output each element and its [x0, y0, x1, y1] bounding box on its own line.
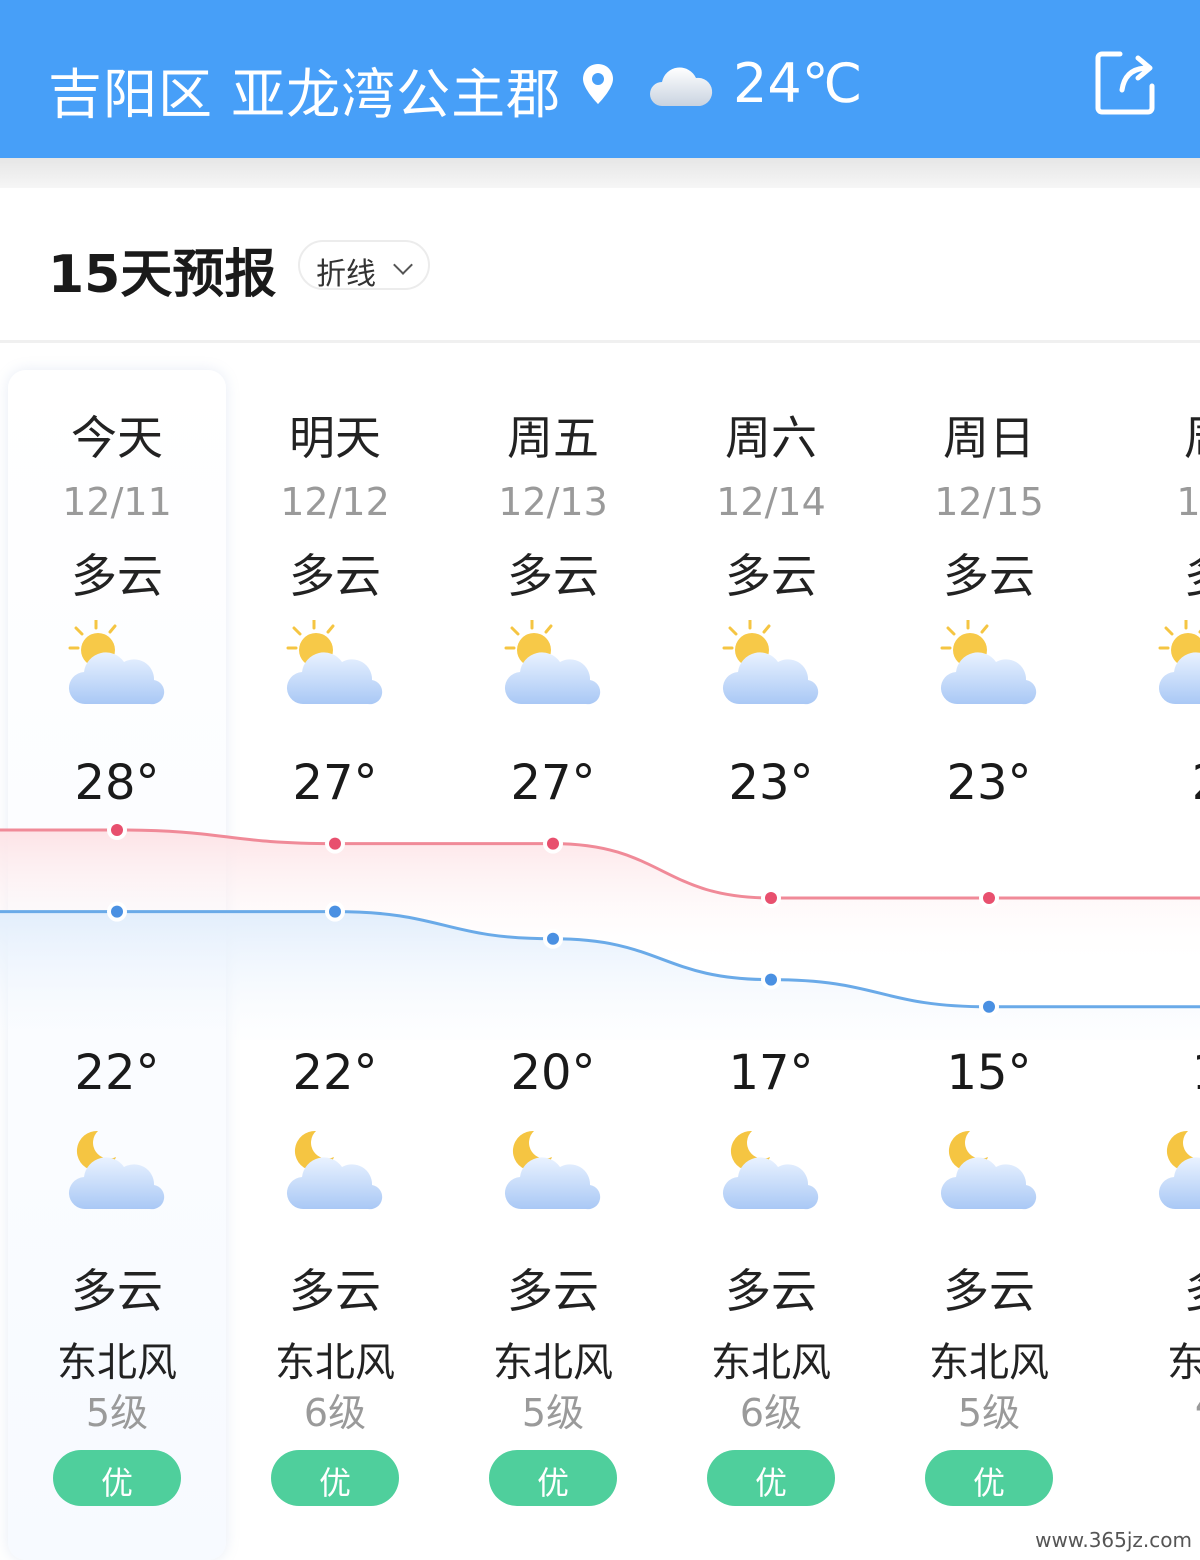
- partly-cloudy-day-icon: [1158, 618, 1200, 714]
- forecast-day-column[interactable]: 周六 12/14 多云 23° 17° 多云东北风 6级优: [662, 380, 880, 1530]
- location-title[interactable]: 吉阳区 亚龙湾公主郡: [48, 63, 562, 126]
- temperature-chart: [0, 820, 1200, 1040]
- high-temp-point: [329, 837, 341, 850]
- day-condition: 多云: [289, 549, 381, 603]
- wind-direction: 东北: [1167, 1340, 1200, 1386]
- share-icon[interactable]: [1092, 48, 1158, 116]
- cloud-icon: [650, 67, 713, 106]
- location-pin-icon[interactable]: [580, 62, 616, 106]
- high-temp: 2: [1098, 755, 1200, 811]
- partly-cloudy-day-icon: [286, 618, 386, 714]
- forecast-day-column[interactable]: 明天 12/12 多云 27° 22° 多云东北风 6级优: [226, 380, 444, 1530]
- chevron-down-icon: [393, 255, 413, 275]
- night-condition: 多云: [725, 1264, 817, 1318]
- date-label: 12/11: [62, 480, 172, 524]
- day-condition: 多云: [71, 549, 163, 603]
- partly-cloudy-day-icon: [504, 618, 604, 714]
- wind-direction: 东北风: [929, 1340, 1049, 1386]
- weekday-label: 周: [1098, 402, 1200, 468]
- wind-direction: 东北风: [711, 1340, 831, 1386]
- high-temp-point: [111, 824, 123, 836]
- day-condition: 多云: [725, 549, 817, 603]
- wind-level: 4: [1098, 1382, 1200, 1426]
- high-temp: 23°: [728, 755, 814, 811]
- high-temp: 27°: [292, 755, 378, 811]
- top-bar: 吉阳区 亚龙湾公主郡 24℃: [0, 0, 1200, 158]
- date-label: 12/13: [498, 480, 608, 524]
- air-quality-badge[interactable]: 优: [489, 1450, 617, 1506]
- partly-cloudy-night-icon: [504, 1125, 604, 1219]
- air-quality-badge[interactable]: 优: [707, 1450, 835, 1506]
- high-temp-point: [765, 892, 777, 904]
- low-temp: 22°: [292, 1045, 378, 1101]
- low-temp-point: [765, 973, 777, 986]
- weekday-label: 今天: [71, 411, 163, 465]
- day-condition: 多云: [943, 549, 1035, 603]
- low-temp-point: [983, 1000, 995, 1013]
- date-label: 12/14: [716, 480, 826, 524]
- wind-level: 5级: [957, 1391, 1021, 1435]
- partly-cloudy-night-icon: [722, 1125, 822, 1219]
- weekday-label: 周日: [943, 411, 1035, 465]
- night-condition: 多云: [71, 1264, 163, 1318]
- forecast-day-column[interactable]: 周五 12/13 多云 27° 20° 多云东北风 5级优: [444, 380, 662, 1530]
- air-quality-badge[interactable]: 优: [925, 1450, 1053, 1506]
- chart-mode-dropdown[interactable]: 折线: [298, 240, 430, 292]
- night-condition: 多云: [507, 1264, 599, 1318]
- forecast-day-column[interactable]: 今天 12/11 多云 28° 22° 多云东北风 5级优: [8, 380, 226, 1530]
- air-quality-badge[interactable]: 优: [53, 1450, 181, 1506]
- low-temp: 1: [1098, 1045, 1200, 1101]
- night-condition: 多云: [943, 1264, 1035, 1318]
- high-temp-point: [547, 837, 559, 850]
- partly-cloudy-day-icon: [940, 618, 1040, 714]
- date-label: 12/: [1176, 480, 1200, 524]
- air-quality-badge[interactable]: 优: [271, 1450, 399, 1506]
- partly-cloudy-day-icon: [68, 618, 168, 714]
- wind-direction: 东北风: [57, 1340, 177, 1386]
- header-shadow: [0, 158, 1200, 188]
- wind-level: 5级: [85, 1391, 149, 1435]
- weekday-label: 明天: [289, 411, 381, 465]
- day-condition: 多云: [507, 549, 599, 603]
- partly-cloudy-day-icon: [722, 618, 822, 714]
- partly-cloudy-night-icon: [940, 1125, 1040, 1219]
- wind-level: 6级: [739, 1391, 803, 1435]
- partly-cloudy-night-icon: [286, 1125, 386, 1219]
- forecast-day-column[interactable]: 周日 12/15 多云 23° 15° 多云东北风 5级优: [880, 380, 1098, 1530]
- low-temp-area: [0, 911, 1200, 1040]
- high-temp-point: [983, 892, 995, 904]
- high-temp: 23°: [946, 755, 1032, 811]
- night-condition: 多: [1098, 1255, 1200, 1321]
- low-temp: 22°: [74, 1045, 160, 1101]
- partly-cloudy-night-icon: [68, 1125, 168, 1219]
- low-temp-point: [547, 932, 559, 945]
- watermark: www.365jz.com: [1035, 1528, 1192, 1552]
- low-temp-point: [329, 905, 341, 918]
- weekday-label: 周六: [725, 411, 817, 465]
- low-temp-point: [111, 905, 123, 918]
- high-temp: 27°: [510, 755, 596, 811]
- high-temp: 28°: [74, 755, 160, 811]
- forecast-day-column[interactable]: 周 12/多 2 1 多东北4: [1098, 380, 1200, 1530]
- low-temp: 15°: [946, 1045, 1032, 1101]
- partly-cloudy-night-icon: [1158, 1125, 1200, 1219]
- wind-level: 6级: [303, 1391, 367, 1435]
- night-condition: 多云: [289, 1264, 381, 1318]
- mode-label: 折线: [316, 257, 376, 292]
- low-temp: 20°: [510, 1045, 596, 1101]
- low-temp: 17°: [728, 1045, 814, 1101]
- wind-level: 5级: [521, 1391, 585, 1435]
- day-condition: 多: [1098, 540, 1200, 606]
- wind-direction: 东北风: [493, 1340, 613, 1386]
- divider: [0, 340, 1200, 343]
- wind-direction: 东北风: [275, 1340, 395, 1386]
- date-label: 12/12: [280, 480, 390, 524]
- current-temperature: 24℃: [733, 52, 863, 115]
- weekday-label: 周五: [507, 411, 599, 465]
- date-label: 12/15: [934, 480, 1044, 524]
- section-title: 15天预报: [48, 245, 277, 305]
